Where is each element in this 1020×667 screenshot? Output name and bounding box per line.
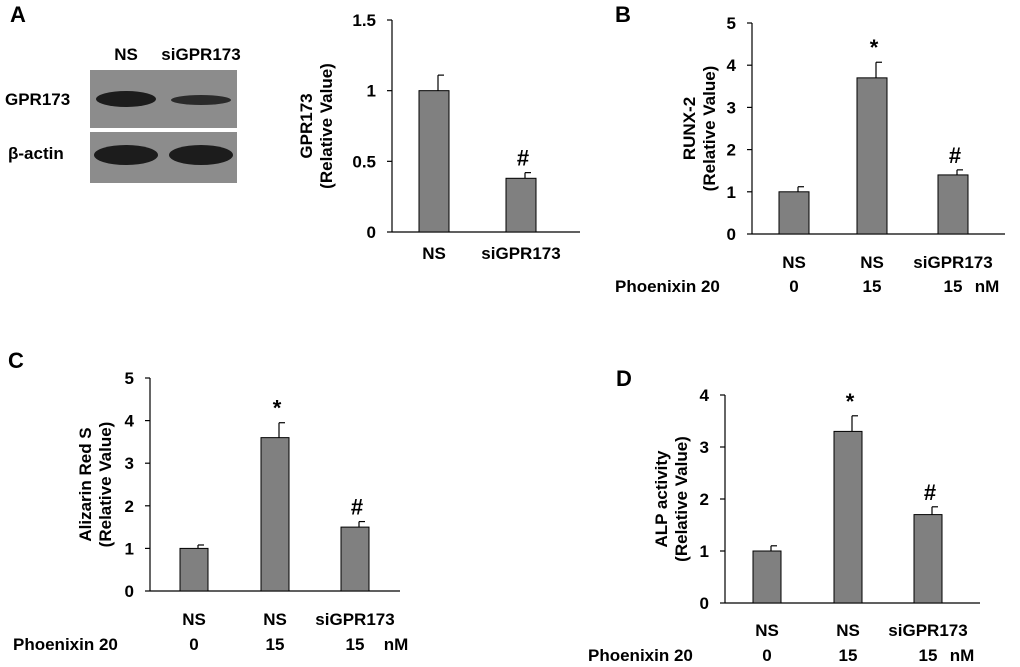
chart-b-y-tick-label: 2 — [727, 141, 736, 160]
chart-runx2: 0 1 2 3 4 5 RUNX-2(Relative Value) NS 0 * NS 15 # siG… — [615, 14, 1005, 296]
chart-d-y-tick-label: 2 — [700, 490, 709, 509]
chart-d-category-label: siGPR173 — [888, 621, 967, 640]
chart-b-significance-mark: # — [949, 143, 961, 168]
panel-letter-c: C — [8, 348, 24, 373]
chart-c-bar — [179, 547, 209, 592]
western-blot: NS siGPR173 GPR173 β-actin — [5, 45, 241, 183]
chart-c-bar — [260, 437, 290, 592]
chart-alizarin-red: 0 1 2 3 4 5 Alizarin Red S(Relative Value) NS 0 *… — [13, 369, 408, 654]
chart-a-bar — [505, 177, 537, 233]
chart-d-bar — [913, 514, 943, 604]
chart-d-y-tick-label: 3 — [700, 438, 709, 457]
chart-a-y-tick-label: 0.5 — [352, 152, 376, 171]
blot-band-gpr173-ns — [96, 91, 156, 107]
chart-a-bar — [418, 90, 450, 233]
chart-d-treatment-label: Phoenixin 20 — [588, 646, 693, 665]
chart-d-y-tick-label: 4 — [700, 386, 710, 405]
chart-d-treatment-value: 15 — [919, 646, 938, 665]
chart-d-bar — [833, 430, 863, 604]
chart-c-y-tick-label: 5 — [125, 369, 134, 388]
chart-b-bar — [778, 191, 810, 235]
chart-gpr173: 0 0.5 1 1.5 GPR173(Relative Value) NS # siGPR17… — [297, 11, 580, 263]
chart-c-category-label: siGPR173 — [315, 610, 394, 629]
chart-c-treatment-unit: nM — [384, 635, 409, 654]
chart-a-significance-mark: # — [517, 146, 529, 171]
chart-d-category-label: NS — [836, 621, 860, 640]
chart-b-y-axis-label: RUNX-2(Relative Value) — [680, 66, 719, 192]
chart-b-y-tick-label: 1 — [727, 183, 736, 202]
chart-b-significance-mark: * — [870, 35, 879, 60]
chart-c-significance-mark: # — [351, 495, 363, 520]
chart-b-category-label: siGPR173 — [913, 253, 992, 272]
chart-c-treatment-value: 15 — [346, 635, 365, 654]
chart-c-y-tick-label: 1 — [125, 539, 134, 558]
chart-c-bar — [340, 526, 370, 592]
chart-c-significance-mark: * — [273, 396, 282, 421]
chart-b-treatment-label: Phoenixin 20 — [615, 277, 720, 296]
chart-b-y-tick-label: 4 — [727, 56, 737, 75]
panel-letter-d: D — [616, 366, 632, 391]
chart-b-category-label: NS — [860, 253, 884, 272]
chart-b-treatment-unit: nM — [975, 277, 1000, 296]
blot-band-gpr173-sigpr173 — [171, 95, 231, 105]
chart-b-y-tick-label: 3 — [727, 98, 736, 117]
chart-c-y-axis-label: Alizarin Red S(Relative Value) — [76, 422, 115, 548]
chart-b-treatment-value: 0 — [789, 277, 798, 296]
chart-a-y-tick-label: 1.5 — [352, 11, 376, 30]
panel-letter-b: B — [615, 2, 631, 27]
chart-c-category-label: NS — [182, 610, 206, 629]
blot-lane-label-sigpr173: siGPR173 — [161, 45, 240, 64]
chart-a-y-tick-label: 0 — [367, 223, 376, 242]
chart-c-treatment-value: 15 — [266, 635, 285, 654]
chart-d-bar — [752, 550, 782, 604]
chart-d-y-tick-label: 1 — [700, 542, 709, 561]
chart-b-category-label: NS — [782, 253, 806, 272]
blot-lane-label-ns: NS — [114, 45, 138, 64]
chart-c-y-tick-label: 4 — [125, 412, 135, 431]
chart-c-y-tick-label: 0 — [125, 582, 134, 601]
panel-letter-a: A — [10, 2, 26, 27]
chart-d-category-label: NS — [755, 621, 779, 640]
chart-c-category-label: NS — [263, 610, 287, 629]
chart-d-significance-mark: * — [846, 389, 855, 414]
chart-d-y-tick-label: 0 — [700, 594, 709, 613]
chart-d-treatment-unit: nM — [950, 646, 975, 665]
chart-b-bar — [937, 174, 969, 235]
chart-c-y-tick-label: 3 — [125, 454, 134, 473]
chart-b-y-tick-label: 5 — [727, 14, 736, 33]
chart-d-treatment-value: 15 — [839, 646, 858, 665]
blot-row-label-gpr173: GPR173 — [5, 90, 70, 109]
blot-band-actin-ns — [94, 145, 158, 165]
chart-c-y-tick-label: 2 — [125, 497, 134, 516]
chart-b-y-tick-label: 0 — [727, 225, 736, 244]
chart-b-bar — [856, 77, 888, 235]
chart-c-treatment-value: 0 — [189, 635, 198, 654]
chart-a-category-label: NS — [422, 244, 446, 263]
chart-alp-activity: 0 1 2 3 4 ALP activity(Relative Value) NS 0 * NS 1… — [588, 386, 980, 665]
chart-b-treatment-value: 15 — [944, 277, 963, 296]
chart-d-treatment-value: 0 — [762, 646, 771, 665]
chart-d-significance-mark: # — [924, 480, 936, 505]
blot-band-actin-sigpr173 — [169, 145, 233, 165]
chart-a-y-axis-label: GPR173(Relative Value) — [297, 63, 336, 189]
chart-b-treatment-value: 15 — [863, 277, 882, 296]
blot-row-label-beta-actin: β-actin — [8, 144, 64, 163]
chart-a-y-tick-label: 1 — [367, 82, 376, 101]
chart-a-category-label: siGPR173 — [481, 244, 560, 263]
chart-d-y-axis-label: ALP activity(Relative Value) — [652, 436, 691, 562]
chart-c-treatment-label: Phoenixin 20 — [13, 635, 118, 654]
